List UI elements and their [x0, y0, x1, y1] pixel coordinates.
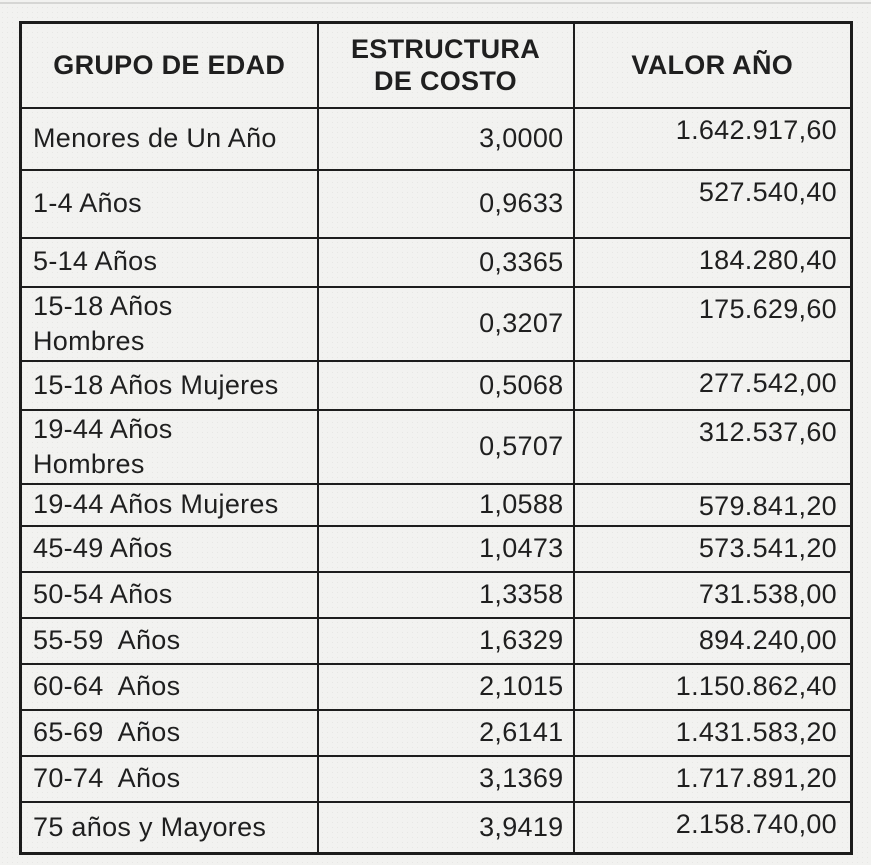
- table-row: 1-4 Años 0,9633 527.540,40: [19, 168, 853, 239]
- cell-grupo: 65-69 Años: [19, 708, 319, 757]
- cell-grupo: 60-64 Años: [19, 662, 319, 711]
- cell-valor: 1.431.583,20: [572, 708, 853, 757]
- cell-grupo: 55-59 Años: [19, 616, 319, 665]
- cell-valor: 1.642.917,60: [572, 106, 853, 171]
- cell-grupo: 15-18 Años Hombres: [19, 285, 319, 362]
- cell-estructura: 3,9419: [316, 800, 575, 855]
- cell-estructura: 0,3207: [316, 285, 575, 362]
- header-row: GRUPO DE EDAD ESTRUCTURA DE COSTO VALOR …: [19, 21, 853, 109]
- table-row: 65-69 Años 2,6141 1.431.583,20: [19, 708, 853, 757]
- table-row: 15-18 Años Hombres 0,3207 175.629,60: [19, 285, 853, 362]
- table-row: 75 años y Mayores 3,9419 2.158.740,00: [19, 800, 853, 855]
- cell-grupo: Menores de Un Año: [19, 106, 319, 171]
- cell-valor: 277.542,00: [572, 359, 853, 411]
- cell-estructura: 2,1015: [316, 662, 575, 711]
- table-row: 19-44 Años Hombres 0,5707 312.537,60: [19, 408, 853, 485]
- table-row: 5-14 Años 0,3365 184.280,40: [19, 236, 853, 288]
- cell-estructura: 1,3358: [316, 570, 575, 619]
- cell-estructura: 0,3365: [316, 236, 575, 288]
- cell-estructura: 3,1369: [316, 754, 575, 803]
- table-row: 19-44 Años Mujeres 1,0588 579.841,20: [19, 482, 853, 527]
- table-row: 70-74 Años 3,1369 1.717.891,20: [19, 754, 853, 803]
- cell-grupo: 19-44 Años Mujeres: [19, 482, 319, 527]
- cell-estructura: 1,0473: [316, 524, 575, 573]
- cell-valor: 1.150.862,40: [572, 662, 853, 711]
- cell-estructura: 0,5068: [316, 359, 575, 411]
- cell-estructura: 0,9633: [316, 168, 575, 239]
- cell-estructura: 2,6141: [316, 708, 575, 757]
- table-row: 50-54 Años 1,3358 731.538,00: [19, 570, 853, 619]
- cell-valor: 731.538,00: [572, 570, 853, 619]
- column-header-grupo-de-edad: GRUPO DE EDAD: [19, 21, 319, 109]
- cell-grupo: 15-18 Años Mujeres: [19, 359, 319, 411]
- cell-grupo: 70-74 Años: [19, 754, 319, 803]
- column-header-valor-ano: VALOR AÑO: [572, 21, 853, 109]
- cell-valor: 184.280,40: [572, 236, 853, 288]
- cell-estructura: 3,0000: [316, 106, 575, 171]
- cell-estructura: 1,0588: [316, 482, 575, 527]
- cell-estructura: 0,5707: [316, 408, 575, 485]
- table-row: 60-64 Años 2,1015 1.150.862,40: [19, 662, 853, 711]
- cell-valor: 894.240,00: [572, 616, 853, 665]
- cell-valor: 2.158.740,00: [572, 800, 853, 855]
- cell-grupo: 75 años y Mayores: [19, 800, 319, 855]
- cell-valor: 312.537,60: [572, 408, 853, 485]
- table-row: Menores de Un Año 3,0000 1.642.917,60: [19, 106, 853, 171]
- cell-estructura: 1,6329: [316, 616, 575, 665]
- cell-valor: 579.841,20: [572, 482, 853, 527]
- table-row: 45-49 Años 1,0473 573.541,20: [19, 524, 853, 573]
- cell-valor: 1.717.891,20: [572, 754, 853, 803]
- table-row: 15-18 Años Mujeres 0,5068 277.542,00: [19, 359, 853, 411]
- cell-grupo: 1-4 Años: [19, 168, 319, 239]
- cell-valor: 175.629,60: [572, 285, 853, 362]
- cell-grupo: 5-14 Años: [19, 236, 319, 288]
- cell-valor: 573.541,20: [572, 524, 853, 573]
- cost-structure-table: GRUPO DE EDAD ESTRUCTURA DE COSTO VALOR …: [19, 21, 853, 856]
- cell-grupo: 50-54 Años: [19, 570, 319, 619]
- column-header-estructura-de-costo: ESTRUCTURA DE COSTO: [316, 21, 575, 109]
- cell-valor: 527.540,40: [572, 168, 853, 239]
- cell-grupo: 45-49 Años: [19, 524, 319, 573]
- table-row: 55-59 Años 1,6329 894.240,00: [19, 616, 853, 665]
- scan-artifact-line: [0, 2, 871, 4]
- cell-grupo: 19-44 Años Hombres: [19, 408, 319, 485]
